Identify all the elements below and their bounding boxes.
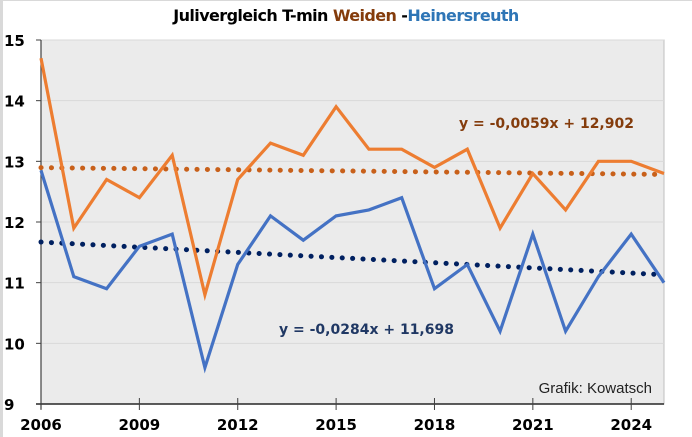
trendline-equation-heinersreuth: y = -0,0284x + 11,698: [279, 322, 454, 338]
x-tick-label: 2006: [20, 416, 62, 434]
trendline-equation-weiden: y = -0,0059x + 12,902: [459, 116, 634, 132]
tick-labels: 9 10 11 12 13 14 15 2006 2009 2012 2015 2018 2021 202…: [4, 32, 652, 434]
y-tick-label: 15: [4, 32, 25, 50]
axes: [36, 39, 664, 410]
data-series: [39, 57, 666, 374]
y-tick-label: 10: [4, 335, 25, 353]
x-tick-label: 2021: [512, 416, 554, 434]
gridlines: [41, 39, 664, 344]
y-tick-label: 11: [4, 275, 25, 293]
credit-annotation: Grafik: Kowatsch: [539, 380, 652, 397]
title-series-weiden: Weiden: [332, 6, 397, 25]
y-tick-label: 14: [4, 93, 25, 111]
x-tick-label: 2015: [315, 416, 357, 434]
y-tick-label: 13: [4, 153, 25, 171]
y-tick-label: 9: [4, 396, 14, 414]
title-prefix: Julivergleich T-min: [173, 6, 333, 25]
x-tick-label: 2012: [217, 416, 259, 434]
x-tick-label: 2009: [118, 416, 160, 434]
title-separator: -: [396, 6, 408, 25]
trendline-weiden: [38, 165, 667, 177]
trendline-heinersreuth: [38, 239, 667, 278]
series-line-weiden: [39, 57, 665, 302]
y-tick-label: 12: [4, 214, 25, 232]
x-tick-label: 2018: [414, 416, 456, 434]
title-series-heinersreuth: Heinersreuth: [407, 6, 519, 25]
chart-title: Julivergleich T-min Weiden -Heinersreuth: [0, 6, 692, 25]
x-tick-label: 2024: [610, 416, 652, 434]
trendlines: [38, 165, 667, 278]
series-line-heinersreuth: [39, 169, 666, 374]
